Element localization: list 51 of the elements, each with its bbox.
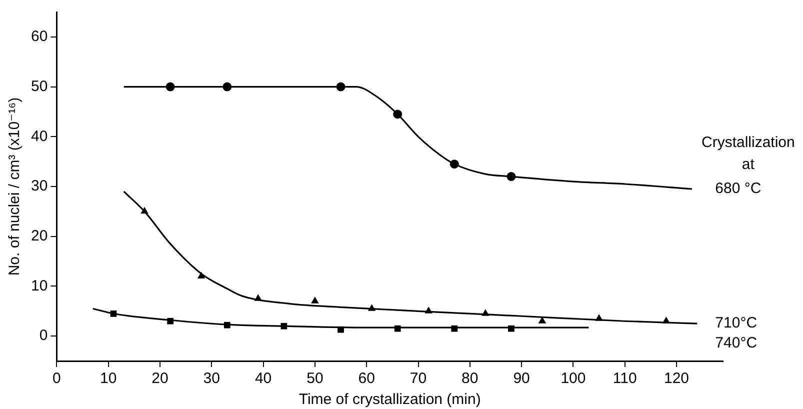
x-tick-label: 100 — [560, 370, 586, 388]
point — [538, 316, 546, 324]
y-tick-label: 30 — [30, 178, 48, 195]
point — [166, 82, 175, 92]
y-tick-label: 0 — [39, 327, 48, 344]
point — [222, 82, 232, 92]
point — [662, 316, 670, 324]
point — [110, 310, 117, 317]
x-tick-label: 90 — [513, 370, 530, 388]
x-axis-title: Time of crystallization (min) — [298, 391, 481, 408]
line-series — [123, 190, 698, 324]
x-tick-label: 120 — [664, 370, 690, 388]
point — [338, 326, 344, 333]
point — [140, 206, 148, 214]
point — [450, 160, 459, 169]
y-axis-title: No. of nuclei / cm³ (x10⁻¹⁶) — [6, 97, 24, 276]
legend-title: Crystallization at — [702, 134, 795, 174]
x-tick-label: 80 — [462, 370, 478, 388]
point — [280, 322, 288, 330]
series-label: 680 °C — [715, 180, 762, 198]
point — [508, 325, 514, 332]
x-tick-label: 110 — [612, 370, 637, 388]
point — [595, 314, 603, 321]
point — [336, 82, 346, 92]
text: 740°C — [715, 334, 758, 352]
point — [424, 306, 432, 314]
point — [254, 294, 262, 301]
x-tick-label: 20 — [152, 370, 168, 388]
point — [482, 309, 490, 316]
point — [368, 304, 376, 311]
x-tick-label: 50 — [306, 370, 324, 388]
x-tick-label: 0 — [52, 370, 61, 388]
point — [311, 296, 319, 304]
x-tick-label: 70 — [410, 370, 427, 388]
point — [224, 322, 230, 328]
y-tick-label: 50 — [30, 78, 48, 95]
point — [451, 325, 458, 332]
x-tick-label: 10 — [100, 370, 117, 388]
point — [394, 325, 401, 332]
point — [393, 110, 402, 119]
x-tick-label: 30 — [203, 370, 220, 388]
point — [197, 272, 206, 278]
y-tick-label: 60 — [30, 28, 48, 46]
x-tick-label: 40 — [254, 370, 272, 388]
series-label: 710°C — [715, 314, 758, 332]
y-tick-label: 40 — [30, 128, 48, 145]
point — [506, 172, 516, 182]
point — [167, 318, 174, 324]
y-tick-label: 10 — [30, 277, 48, 294]
x-tick-label: 60 — [358, 370, 375, 388]
y-tick-label: 20 — [30, 228, 48, 244]
